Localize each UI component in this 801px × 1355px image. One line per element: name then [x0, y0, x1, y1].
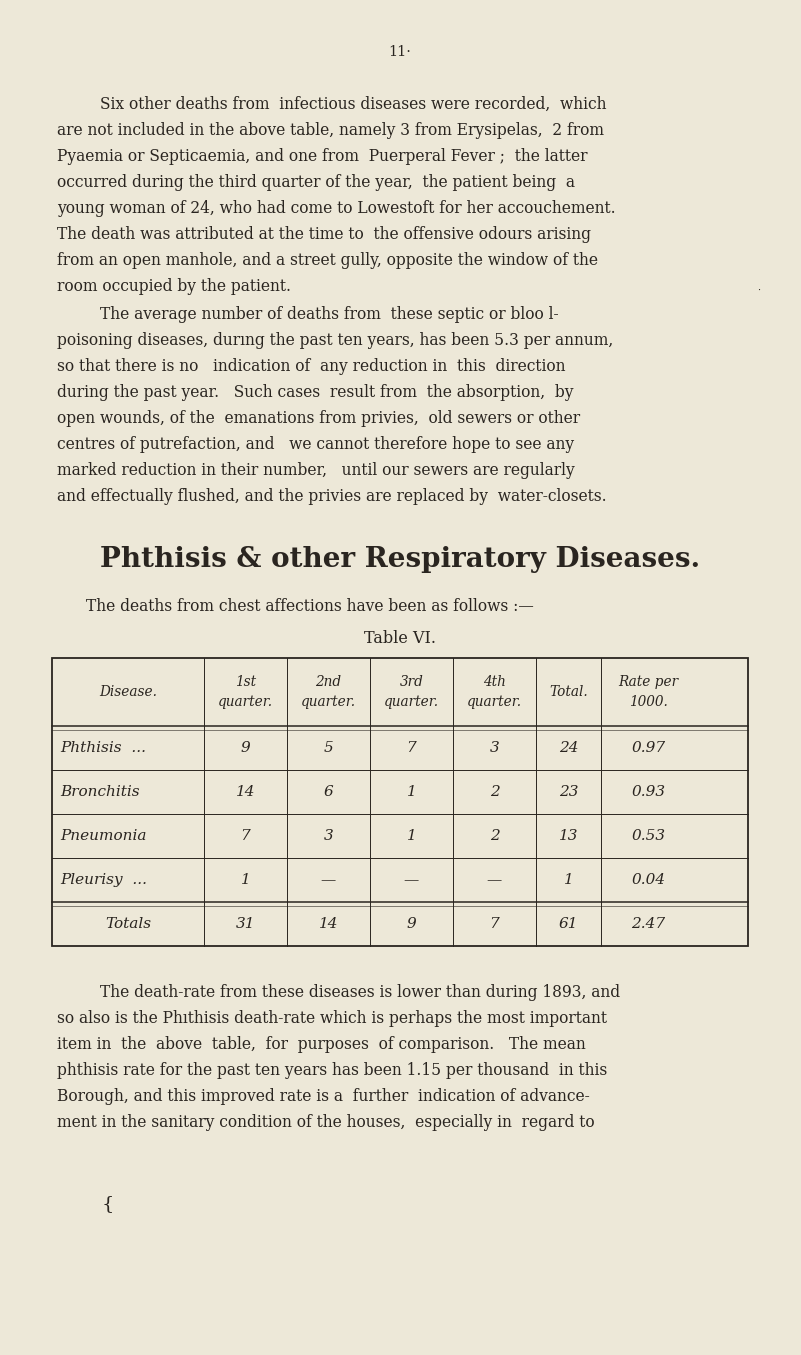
- Text: during the past year.   Such cases  result from  the absorption,  by: during the past year. Such cases result …: [57, 383, 574, 401]
- Text: Disease.: Disease.: [99, 686, 157, 699]
- Text: —: —: [404, 873, 419, 888]
- Text: Totals: Totals: [105, 917, 151, 931]
- Text: 5: 5: [324, 741, 333, 755]
- Text: Pneumonia: Pneumonia: [60, 829, 147, 843]
- Text: so also is the Phıthisis death-rate which is perhaps the most important: so also is the Phıthisis death-rate whic…: [57, 1009, 607, 1027]
- Text: Borough, and this improved rate is a  further  indication of advance-: Borough, and this improved rate is a fur…: [57, 1088, 590, 1104]
- Text: 1: 1: [240, 873, 251, 888]
- Text: 9: 9: [407, 917, 417, 931]
- Text: 1: 1: [407, 785, 417, 799]
- Text: 11·: 11·: [388, 45, 412, 60]
- Text: —: —: [321, 873, 336, 888]
- Text: 13: 13: [559, 829, 578, 843]
- Text: Total.: Total.: [549, 686, 588, 699]
- Text: Phthisis  ...: Phthisis ...: [60, 741, 146, 755]
- Text: 24: 24: [559, 741, 578, 755]
- Text: from an open manhole, and a street gully, opposite the window of the: from an open manhole, and a street gully…: [57, 252, 598, 270]
- Text: Pleurisy  ...: Pleurisy ...: [60, 873, 147, 888]
- Text: marked rеduction in their number,   until our sewers are regularly: marked rеduction in their number, until …: [57, 462, 575, 480]
- Text: —: —: [487, 873, 502, 888]
- Bar: [52, 659, 748, 946]
- Text: ·: ·: [756, 286, 761, 295]
- Text: so that there is no   indication of  any reduction in  this  direction: so that there is no indication of any re…: [57, 358, 566, 375]
- Text: 9: 9: [240, 741, 251, 755]
- Text: ment in the sanitary condition of the houses,  especially in  regard to: ment in the sanitary condition of the ho…: [57, 1114, 594, 1131]
- Text: Phthisis & other Respiratory Diseases.: Phthisis & other Respiratory Diseases.: [100, 546, 700, 573]
- Text: 0.04: 0.04: [631, 873, 666, 888]
- Text: 3rd
quarter.: 3rd quarter.: [384, 675, 439, 709]
- Text: 7: 7: [489, 917, 499, 931]
- Text: The death-rate from these diseases is lower than during 1893, and: The death-rate from these diseases is lo…: [100, 984, 620, 1001]
- Text: centres of putrefaction, and   we cannot therefore hope to see any: centres of putrefaction, and we cannot t…: [57, 436, 574, 453]
- Text: 1st
quarter.: 1st quarter.: [218, 675, 273, 709]
- Text: 7: 7: [407, 741, 417, 755]
- Text: Rate per
1000.: Rate per 1000.: [618, 675, 678, 709]
- Text: 14: 14: [319, 917, 338, 931]
- Text: 2.47: 2.47: [631, 917, 666, 931]
- Text: Bronchitis: Bronchitis: [60, 785, 139, 799]
- Text: 1: 1: [564, 873, 574, 888]
- Text: The average number of deaths from  these septic or bloo l-: The average number of deaths from these …: [100, 306, 558, 322]
- Text: 6: 6: [324, 785, 333, 799]
- Text: 23: 23: [559, 785, 578, 799]
- Text: 14: 14: [235, 785, 256, 799]
- Text: The death was attributed at the time to  the offensive odours arising: The death was attributed at the time to …: [57, 226, 591, 243]
- Text: 61: 61: [559, 917, 578, 931]
- Text: 2: 2: [489, 829, 499, 843]
- Text: 4th
quarter.: 4th quarter.: [467, 675, 522, 709]
- Text: Table VI.: Table VI.: [364, 630, 436, 646]
- Text: 31: 31: [235, 917, 256, 931]
- Text: 2nd
quarter.: 2nd quarter.: [301, 675, 356, 709]
- Text: The deaths from chest affections have been as follows :—: The deaths from chest affections have be…: [86, 598, 533, 615]
- Text: room occupied by the patient.: room occupied by the patient.: [57, 278, 291, 295]
- Text: 7: 7: [240, 829, 251, 843]
- Text: are not included in the above table, namely 3 from Erysipelas,  2 from: are not included in the above table, nam…: [57, 122, 604, 140]
- Text: and effectually flushed, and the privies are replaced by  water-closets.: and effectually flushed, and the privies…: [57, 488, 606, 505]
- Text: 2: 2: [489, 785, 499, 799]
- Text: item in  the  above  table,  for  purposes  of comparison.   The mean: item in the above table, for purposes of…: [57, 1037, 586, 1053]
- Text: 1: 1: [407, 829, 417, 843]
- Text: young woman of 24, who had come to Lowestoft for her accouchement.: young woman of 24, who had come to Lowes…: [57, 201, 616, 217]
- Text: 3: 3: [489, 741, 499, 755]
- Text: 0.93: 0.93: [631, 785, 666, 799]
- Text: 3: 3: [324, 829, 333, 843]
- Text: poisoning diseases, durıng the past ten years, has been 5.3 per annum,: poisoning diseases, durıng the past ten …: [57, 332, 614, 350]
- Text: Six other deaths from  infectious diseases were recorded,  which: Six other deaths from infectious disease…: [100, 96, 606, 112]
- Text: 0.97: 0.97: [631, 741, 666, 755]
- Text: {: {: [102, 1195, 115, 1213]
- Text: 0.53: 0.53: [631, 829, 666, 843]
- Text: occurred during the third quarter of the year,  the patient being  a: occurred during the third quarter of the…: [57, 173, 575, 191]
- Text: phthisis rate for the past ten years has been 1.15 per thousand  in this: phthisis rate for the past ten years has…: [57, 1062, 607, 1079]
- Text: Pyaemia or Septicaemia, and one from  Puerperal Fever ;  the latter: Pyaemia or Septicaemia, and one from Pue…: [57, 148, 587, 165]
- Text: open wounds, of the  emanations from privies,  old sewers or other: open wounds, of the emanations from priv…: [57, 411, 580, 427]
